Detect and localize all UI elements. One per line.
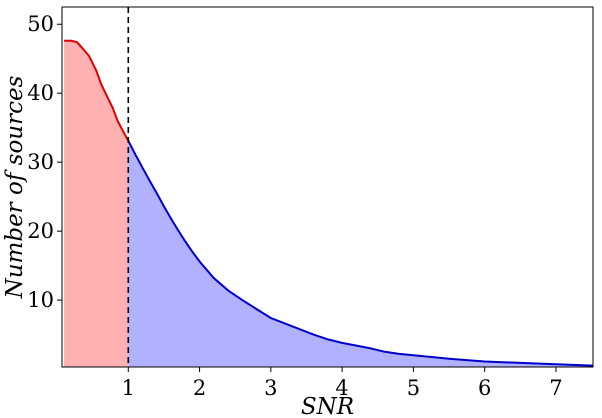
x-axis-ticks: 1 2 3 4 5 6 7 [122,367,563,400]
x-tick-label: 3 [264,376,277,400]
y-axis-label: Number of sources [2,75,28,299]
y-tick-label: 40 [27,81,54,105]
x-tick-label: 2 [193,376,206,400]
series-lines [64,39,594,367]
x-tick-label: 4 [335,376,348,400]
area-fill-0 [64,40,129,368]
x-axis-label: SNR [301,394,354,418]
x-tick-label: 5 [407,376,420,400]
y-tick-label: 50 [27,12,54,36]
area-fill-1 [128,140,594,367]
series-line-0 [64,39,130,142]
x-tick-label: 6 [478,376,491,400]
y-tick-label: 20 [27,219,54,243]
x-tick-label: 1 [122,376,135,400]
y-axis-ticks: 10 20 30 40 50 [27,12,62,312]
plot-frame [61,6,594,368]
x-tick-label: 7 [549,376,562,400]
y-tick-label: 10 [27,288,54,312]
y-tick-label: 30 [27,150,54,174]
area-fills [64,40,594,368]
series-line-1 [127,140,594,367]
